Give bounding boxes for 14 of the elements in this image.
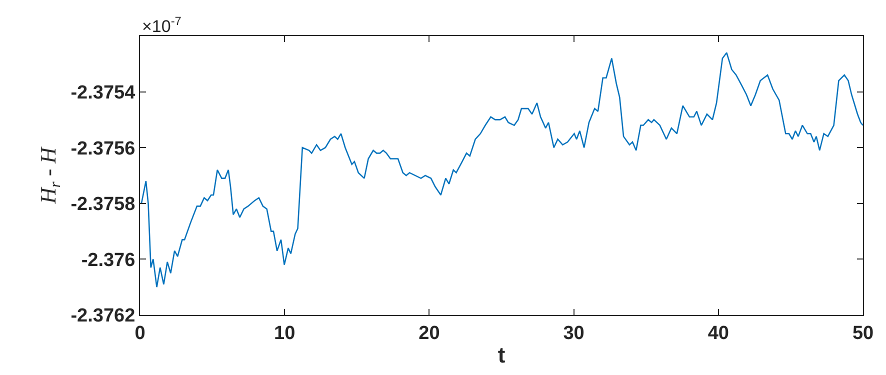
y-tick-label: -2.3754	[70, 82, 136, 104]
x-tick-label: 10	[274, 322, 296, 344]
x-tick-label: 40	[708, 322, 729, 344]
x-tick-label: 50	[852, 322, 874, 344]
annotation: ×10$^{-7}$	[142, 14, 182, 36]
x-tick-label: 20	[418, 322, 440, 344]
y-tick-label: -2.3762	[70, 306, 136, 327]
y-tick-label: -2.3756	[70, 138, 136, 160]
line-series	[140, 52, 863, 288]
x-tick-label: 0	[134, 322, 146, 344]
y-tick-label: -2.376	[81, 250, 136, 271]
x-tick-label: 30	[563, 322, 584, 344]
y-tick-label: -2.3758	[70, 194, 136, 216]
x-axis-title: t	[498, 342, 506, 368]
